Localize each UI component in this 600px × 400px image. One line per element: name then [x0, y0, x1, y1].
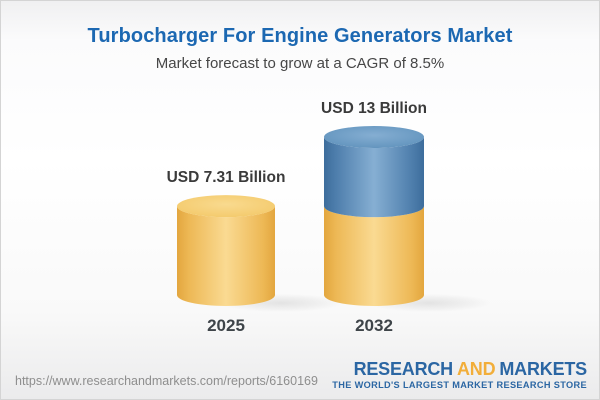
logo-word-and: AND	[456, 359, 496, 380]
bar-2032	[324, 126, 491, 312]
x-tick-2032: 2032	[355, 316, 393, 335]
report-url: https://www.researchandmarkets.com/repor…	[15, 374, 318, 388]
page-subtitle: Market forecast to grow at a CAGR of 8.5…	[155, 55, 445, 72]
logo-tagline: THE WORLD'S LARGEST MARKET RESEARCH STOR…	[332, 380, 587, 391]
cylinder-top-face	[177, 195, 275, 218]
logo-wordmark: RESEARCH AND MARKETS	[332, 359, 588, 380]
bar-2025	[177, 195, 343, 312]
page-title: Turbocharger For Engine Generators Marke…	[87, 25, 513, 47]
value-label-2032: USD 13 Billion	[321, 100, 427, 117]
value-label-2025: USD 7.31 Billion	[166, 169, 286, 187]
cylinder-segment-base	[177, 206, 275, 306]
cylinder-segment-growth	[324, 137, 424, 218]
researchandmarkets-logo: RESEARCH AND MARKETS THE WORLD'S LARGEST M…	[332, 360, 587, 391]
logo-word-research: RESEARCH	[353, 359, 454, 380]
x-tick-2025: 2025	[207, 316, 245, 335]
cylinder-top-face	[324, 126, 424, 148]
logo-word-markets: MARKETS	[499, 359, 587, 380]
cylinder-segment-base	[324, 206, 424, 306]
